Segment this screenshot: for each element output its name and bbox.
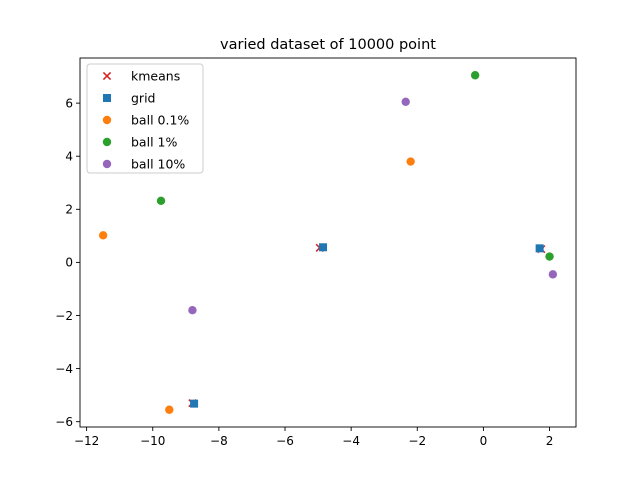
legend-box [86, 63, 204, 174]
point-ball-10-1 [401, 97, 410, 107]
y-tick-label: −6 [55, 415, 73, 429]
legend-label-ball-10: ball 10% [131, 157, 185, 172]
legend-label-kmeans: kmeans [131, 69, 180, 84]
y-tick-label: 2 [65, 203, 73, 217]
x-tick-label: −6 [276, 434, 294, 448]
point-ball-0-1-2 [406, 157, 415, 166]
legend-label-grid: grid [131, 91, 155, 106]
x-tick-label: −2 [408, 434, 426, 448]
point-ball-0-1-0 [98, 231, 108, 240]
y-tick-label: 0 [65, 256, 73, 270]
x-tick-label: −8 [210, 434, 228, 448]
point-ball-1-0 [156, 196, 166, 206]
point-ball-0-1-1 [165, 405, 174, 414]
legend-marker-ball-10 [102, 159, 112, 169]
point-ball-10-0 [188, 305, 197, 315]
y-tick-label: −4 [55, 362, 73, 376]
point-ball-1-2 [545, 252, 554, 261]
x-tick-label: −10 [140, 434, 165, 448]
x-tick-label: 2 [546, 434, 554, 448]
x-tick-label: 0 [480, 434, 488, 448]
legend-label-ball-1: ball 1% [131, 135, 177, 150]
chart-title: varied dataset of 10000 point [220, 37, 436, 53]
legend-label-ball-0-1: ball 0.1% [131, 113, 189, 128]
point-grid-1 [535, 244, 544, 253]
legend-marker-ball-0-1 [102, 115, 112, 125]
y-tick-label: 4 [65, 150, 73, 164]
point-grid-2 [190, 399, 199, 408]
y-tick-label: 6 [65, 96, 73, 110]
legend-marker-kmeans [102, 71, 112, 81]
x-tick-label: −12 [74, 434, 99, 448]
legend-marker-kmeans-stroke-b [102, 71, 112, 81]
x-tick-label: −4 [342, 434, 360, 448]
y-tick-label: −2 [55, 309, 73, 323]
point-ball-1-1 [470, 71, 480, 80]
legend-marker-ball-1 [102, 137, 112, 147]
point-ball-10-2 [548, 270, 558, 279]
legend-marker-grid [103, 94, 111, 102]
plot-frame [79, 57, 577, 428]
point-grid-0 [319, 243, 328, 252]
